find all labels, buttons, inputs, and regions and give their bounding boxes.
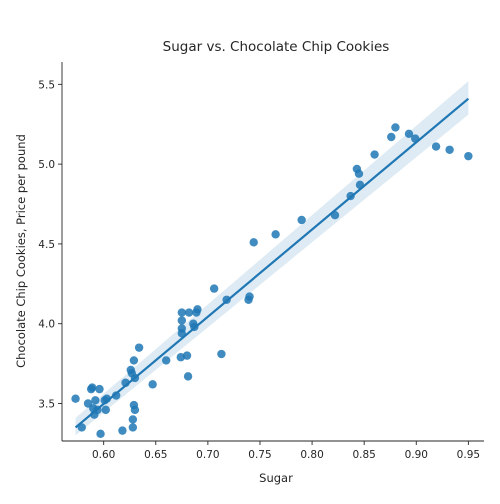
y-tick-label: 5.0 (38, 159, 55, 171)
data-point (217, 350, 225, 358)
x-tick-label: 0.60 (92, 449, 115, 461)
data-point (130, 356, 138, 364)
data-point (185, 308, 193, 316)
data-point (162, 356, 170, 364)
data-point (250, 238, 258, 246)
regression-line (76, 99, 469, 428)
data-point (178, 308, 186, 316)
data-point (193, 305, 201, 313)
data-point (88, 383, 96, 391)
data-point (102, 406, 110, 414)
y-tick-label: 4.0 (38, 319, 55, 331)
data-point (183, 351, 191, 359)
data-point (131, 406, 139, 414)
data-point (148, 380, 156, 388)
data-point (210, 284, 218, 292)
x-tick-label: 0.85 (352, 449, 375, 461)
data-point (71, 395, 79, 403)
data-point (184, 372, 192, 380)
data-point (129, 415, 137, 423)
data-point (445, 146, 453, 154)
chart-title: Sugar vs. Chocolate Chip Cookies (163, 39, 390, 55)
x-tick-label: 0.70 (196, 449, 219, 461)
data-point (271, 230, 279, 238)
data-point (129, 423, 137, 431)
data-point (135, 343, 143, 351)
y-axis-label: Chocolate Chip Cookies, Price per pound (14, 134, 28, 368)
x-tick-label: 0.90 (405, 449, 428, 461)
data-point (91, 396, 99, 404)
x-tick-label: 0.95 (457, 449, 480, 461)
data-point (464, 152, 472, 160)
x-tick-label: 0.65 (144, 449, 167, 461)
data-point (178, 324, 186, 332)
x-axis-label: Sugar (259, 471, 293, 485)
x-tick-label: 0.75 (248, 449, 271, 461)
data-point (387, 133, 395, 141)
x-tick-label: 0.80 (300, 449, 323, 461)
data-point (118, 426, 126, 434)
data-point (391, 123, 399, 131)
data-point (96, 430, 104, 438)
data-point (432, 142, 440, 150)
y-tick-label: 4.5 (38, 239, 55, 251)
regression-line-layer (76, 99, 469, 428)
data-point (245, 292, 253, 300)
data-point (297, 216, 305, 224)
data-point (95, 385, 103, 393)
y-tick-label: 5.5 (38, 79, 55, 91)
data-point (178, 316, 186, 324)
data-point (355, 170, 363, 178)
data-point (370, 150, 378, 158)
points-layer (71, 123, 472, 438)
y-tick-label: 3.5 (38, 398, 55, 410)
